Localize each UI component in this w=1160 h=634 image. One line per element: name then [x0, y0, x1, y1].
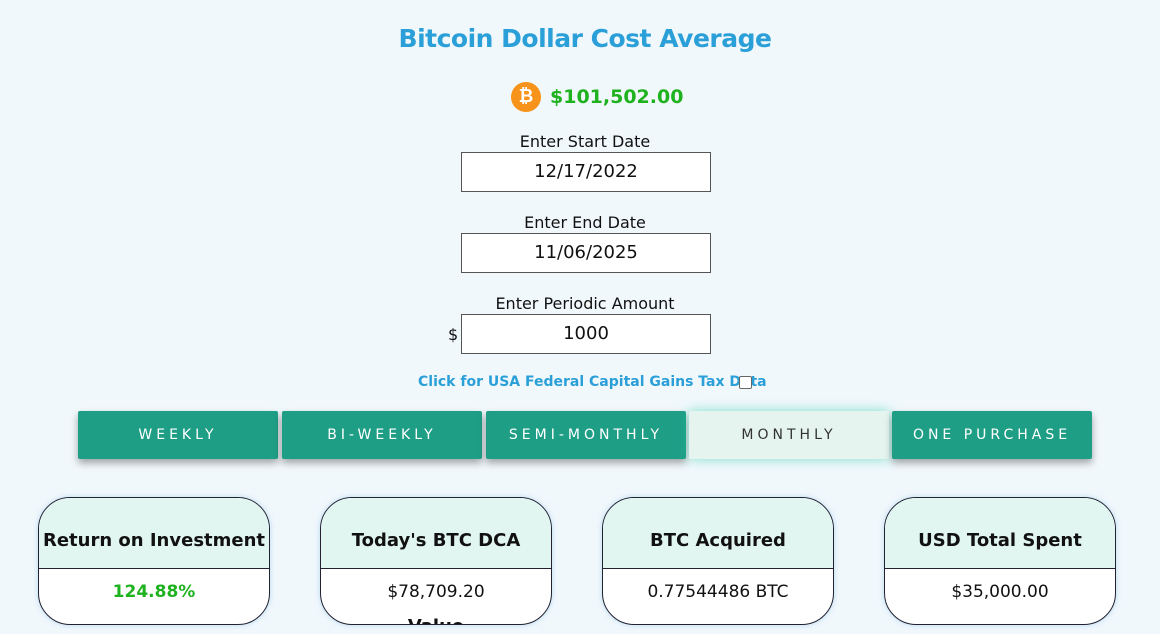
- card-value: $78,709.20: [387, 582, 485, 602]
- end-date-label: Enter End Date: [524, 213, 646, 232]
- start-date-input[interactable]: 12/17/2022: [461, 152, 711, 192]
- card-value: $35,000.00: [951, 582, 1049, 602]
- amount-label: Enter Periodic Amount: [495, 294, 675, 313]
- frequency-button[interactable]: MONTHLY: [689, 411, 889, 459]
- end-date-input[interactable]: 11/06/2025: [461, 233, 711, 273]
- result-card: USD Total Spent $35,000.00: [884, 497, 1116, 625]
- result-card: BTC Acquired 0.77544486 BTC: [602, 497, 834, 625]
- frequency-button[interactable]: WEEKLY: [78, 411, 278, 459]
- card-title: USD Total Spent: [885, 498, 1115, 569]
- bitcoin-icon: ₿: [511, 82, 541, 112]
- card-title: Return on Investment: [39, 498, 269, 569]
- card-title: BTC Acquired: [603, 498, 833, 569]
- currency-prefix: $: [448, 325, 459, 344]
- result-card: Today's BTC DCA Value$78,709.20: [320, 497, 552, 625]
- card-value: 124.88%: [112, 582, 196, 602]
- card-value: 0.77544486 BTC: [647, 582, 789, 602]
- tax-checkbox[interactable]: [739, 376, 752, 389]
- start-date-label: Enter Start Date: [519, 132, 651, 151]
- frequency-button[interactable]: BI-WEEKLY: [282, 411, 482, 459]
- frequency-button[interactable]: SEMI-MONTHLY: [486, 411, 686, 459]
- tax-link[interactable]: Click for USA Federal Capital Gains Tax …: [418, 374, 767, 390]
- amount-input[interactable]: 1000: [461, 314, 711, 354]
- frequency-button[interactable]: ONE PURCHASE: [892, 411, 1092, 459]
- card-title: Today's BTC DCA Value: [321, 498, 551, 624]
- btc-price: $101,502.00: [550, 86, 684, 108]
- result-card: Return on Investment 124.88%: [38, 497, 270, 625]
- title: Bitcoin Dollar Cost Average: [398, 24, 772, 53]
